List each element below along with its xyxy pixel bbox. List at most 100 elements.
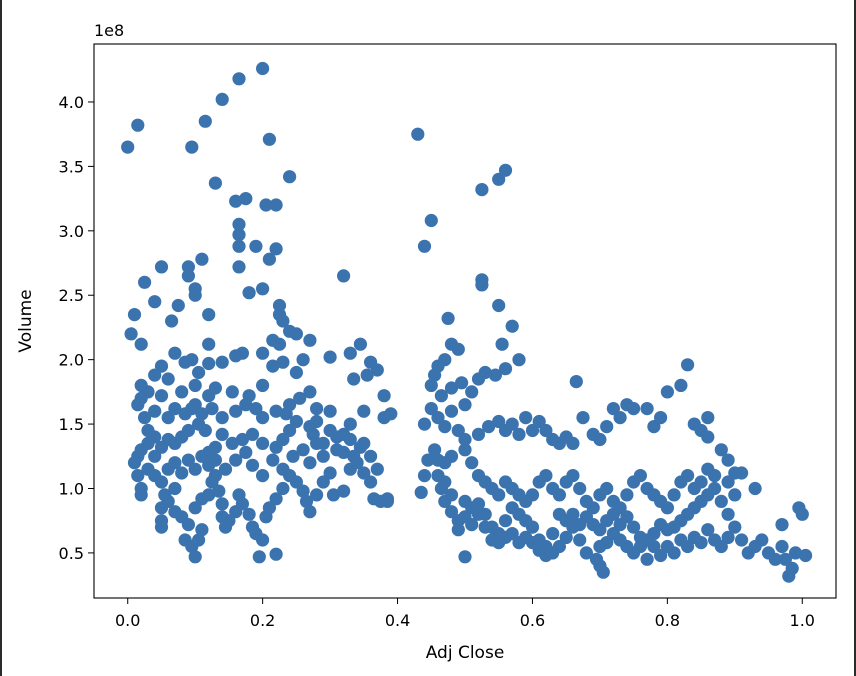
data-point: [694, 475, 708, 489]
data-point: [458, 398, 472, 412]
data-point: [269, 242, 283, 256]
data-point: [488, 368, 502, 382]
data-point: [293, 391, 307, 405]
data-point: [249, 239, 263, 253]
data-point: [444, 449, 459, 463]
plot-frame: [93, 43, 837, 599]
data-point: [235, 497, 249, 511]
data-point: [202, 458, 216, 472]
data-point: [438, 420, 452, 434]
data-point: [215, 92, 229, 106]
data-point: [242, 507, 256, 521]
data-point: [647, 420, 661, 434]
data-point: [505, 319, 519, 333]
data-point: [593, 539, 607, 554]
data-point: [428, 443, 442, 457]
data-point: [202, 488, 216, 502]
data-point: [134, 337, 148, 351]
data-point: [660, 385, 675, 399]
data-point: [299, 494, 314, 508]
data-point: [778, 552, 793, 566]
data-point: [465, 385, 479, 399]
data-point: [795, 507, 809, 521]
data-point: [428, 368, 442, 382]
data-point: [600, 420, 614, 434]
data-point: [681, 358, 695, 372]
data-point: [482, 420, 496, 434]
data-point: [755, 533, 769, 547]
data-point: [296, 353, 310, 367]
data-point: [337, 484, 351, 498]
data-point: [674, 533, 688, 547]
data-point: [266, 453, 280, 467]
data-point: [701, 523, 715, 537]
data-point: [154, 260, 169, 274]
data-point: [161, 462, 175, 476]
data-point: [552, 488, 567, 502]
data-point: [269, 404, 283, 418]
data-point: [360, 368, 374, 382]
data-point: [289, 475, 303, 489]
data-point: [168, 402, 182, 416]
data-point: [444, 381, 459, 395]
data-point: [178, 355, 192, 369]
data-point: [245, 458, 260, 472]
data-point: [192, 533, 206, 547]
y-tick-label: 4.0: [59, 93, 84, 112]
data-point: [266, 359, 280, 373]
data-point: [256, 346, 270, 360]
data-point: [559, 530, 573, 545]
data-point: [573, 533, 587, 547]
data-point: [337, 269, 351, 283]
data-point: [252, 550, 266, 564]
data-point: [600, 481, 614, 496]
data-point: [289, 414, 303, 429]
data-point: [505, 417, 519, 431]
data-point: [525, 488, 540, 502]
data-point: [195, 449, 209, 463]
data-point: [552, 507, 567, 521]
data-point: [492, 172, 506, 186]
data-point: [195, 407, 209, 421]
data-point: [424, 378, 438, 392]
data-point: [660, 501, 675, 515]
data-point: [161, 494, 175, 508]
data-point: [256, 282, 270, 296]
data-point: [539, 423, 553, 438]
data-point: [148, 449, 162, 463]
data-point: [431, 411, 445, 425]
data-point: [242, 286, 256, 300]
data-point: [259, 198, 273, 212]
data-point: [444, 488, 459, 502]
data-point: [444, 404, 459, 418]
data-point: [417, 469, 432, 483]
data-point: [357, 436, 371, 450]
data-point: [208, 469, 222, 483]
data-point: [303, 333, 317, 347]
x-tick-label: 0.2: [250, 611, 275, 630]
data-point: [498, 362, 513, 376]
data-point: [188, 550, 202, 564]
data-point: [654, 548, 668, 563]
data-point: [323, 404, 337, 418]
data-point: [202, 308, 216, 322]
data-point: [272, 337, 287, 351]
data-point: [681, 469, 695, 483]
data-point: [478, 365, 492, 380]
data-point: [337, 445, 351, 459]
data-point: [343, 346, 357, 360]
data-point: [343, 417, 357, 431]
data-point: [620, 488, 634, 502]
data-point: [127, 456, 142, 470]
data-point: [188, 398, 202, 412]
y-tick-label: 1.5: [59, 415, 84, 434]
data-point: [714, 494, 728, 508]
data-point: [229, 349, 243, 363]
data-point: [627, 520, 641, 534]
data-point: [148, 368, 162, 382]
data-point: [364, 449, 378, 463]
data-point: [154, 359, 169, 373]
data-point: [296, 484, 310, 498]
data-point: [586, 501, 600, 515]
